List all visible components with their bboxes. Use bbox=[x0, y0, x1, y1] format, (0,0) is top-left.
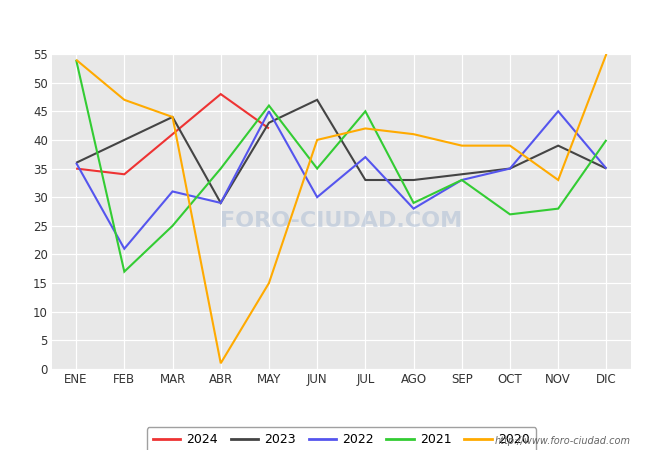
Text: Matriculaciones de Vehiculos en Seseña: Matriculaciones de Vehiculos en Seseña bbox=[159, 14, 491, 32]
Legend: 2024, 2023, 2022, 2021, 2020: 2024, 2023, 2022, 2021, 2020 bbox=[146, 427, 536, 450]
Text: FORO-CIUDAD.COM: FORO-CIUDAD.COM bbox=[220, 211, 462, 231]
Text: http://www.foro-ciudad.com: http://www.foro-ciudad.com bbox=[495, 436, 630, 446]
